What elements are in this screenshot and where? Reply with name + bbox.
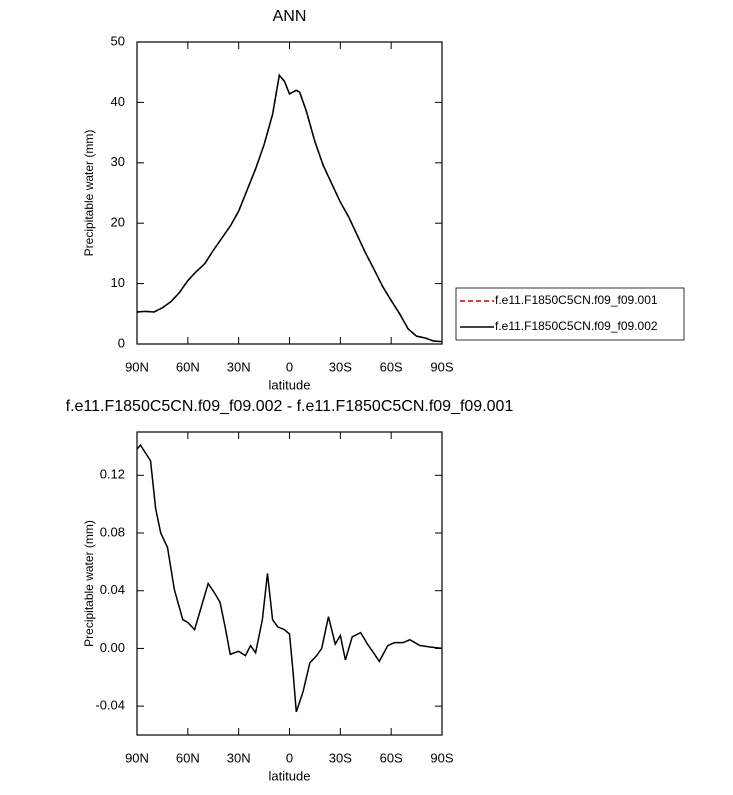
legend-label: f.e11.F1850C5CN.f09_f09.002 [495,319,658,333]
y-tick-label: 50 [111,33,125,48]
plot-frame [136,431,443,736]
legend-box [455,287,685,341]
y-tick-label: 30 [111,154,125,169]
y-tick-label: 20 [111,215,125,230]
series-line [136,443,443,713]
y-tick-label: 40 [111,94,125,109]
x-tick-label: 30S [329,750,352,765]
x-tick-label: 30N [227,750,251,765]
x-axis-label: latitude [269,377,311,392]
y-tick-label: 0 [118,335,125,350]
y-tick-label: 0.08 [100,524,125,539]
x-tick-label: 90N [125,750,149,765]
y-tick-label: 0.04 [100,582,125,597]
y-axis-label: Precipitable water (mm) [82,130,96,257]
x-tick-label: 90S [430,750,453,765]
plot-frame [136,41,443,345]
x-axis-label: latitude [269,768,311,783]
x-tick-label: 0 [286,359,293,374]
x-tick-label: 30S [329,359,352,374]
x-tick-label: 60N [176,359,200,374]
x-tick-label: 60S [380,359,403,374]
series-line [136,73,443,343]
y-tick-label: 0.12 [100,467,125,482]
x-tick-label: 60N [176,750,200,765]
series-line [136,73,443,343]
legend-label: f.e11.F1850C5CN.f09_f09.001 [495,293,658,307]
y-tick-label: 10 [111,275,125,290]
chart-title: ANN [273,8,307,25]
y-axis-label: Precipitable water (mm) [82,520,96,647]
x-tick-label: 30N [227,359,251,374]
y-tick-label: -0.04 [95,698,125,713]
x-tick-label: 90S [430,359,453,374]
chart-title: f.e11.F1850C5CN.f09_f09.002 - f.e11.F185… [66,398,514,415]
x-tick-label: 90N [125,359,149,374]
x-tick-label: 0 [286,750,293,765]
x-tick-label: 60S [380,750,403,765]
y-tick-label: 0.00 [100,640,125,655]
